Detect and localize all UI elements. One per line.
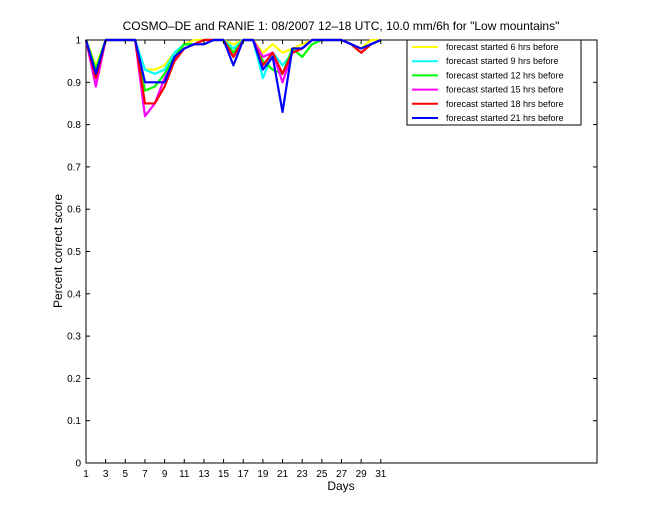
y-tick-label: 0 <box>75 459 81 470</box>
x-tick-label: 19 <box>257 469 269 480</box>
legend-label-2: forecast started 12 hrs before <box>446 70 564 80</box>
x-tick-label: 3 <box>103 469 109 480</box>
x-tick-label: 21 <box>277 469 289 480</box>
x-axis-label: Days <box>327 479 354 493</box>
x-tick-label: 1 <box>83 469 89 480</box>
x-tick-label: 23 <box>297 469 309 480</box>
x-tick-label: 9 <box>162 469 168 480</box>
y-tick-label: 0.6 <box>67 205 81 216</box>
x-tick-label: 25 <box>316 469 328 480</box>
y-tick-label: 0.2 <box>67 374 81 385</box>
legend-label-0: forecast started 6 hrs before <box>446 42 559 52</box>
x-tick-label: 5 <box>123 469 129 480</box>
y-tick-label: 0.1 <box>67 416 81 427</box>
series-line-5 <box>84 38 382 114</box>
x-tick-label: 13 <box>198 469 210 480</box>
y-tick-label: 0.9 <box>67 78 81 89</box>
x-tick-label: 29 <box>356 469 368 480</box>
y-tick-label: 0.7 <box>67 162 81 173</box>
x-tick-label: 11 <box>179 469 190 480</box>
chart-title: COSMO–DE and RANIE 1: 08/2007 12–18 UTC,… <box>123 19 560 33</box>
legend: forecast started 6 hrs before forecast st… <box>406 39 582 126</box>
x-tick-label: 31 <box>375 469 387 480</box>
y-tick-label: 0.4 <box>67 289 81 300</box>
legend-label-1: forecast started 9 hrs before <box>446 56 559 66</box>
x-tick-label: 27 <box>336 469 348 480</box>
ticks-layer: 1 3 5 7 9 11 13 15 17 19 21 23 25 27 29 3100.10.20.30.4… <box>67 36 597 480</box>
x-tick-label: 15 <box>218 469 230 480</box>
legend-label-5: forecast started 21 hrs before <box>446 113 564 123</box>
x-tick-label: 7 <box>142 469 148 480</box>
legend-label-4: forecast started 18 hrs before <box>446 99 564 109</box>
y-tick-label: 0.3 <box>67 332 81 343</box>
x-tick-label: 17 <box>238 469 250 480</box>
y-axis-label: Percent correct score <box>51 194 65 308</box>
y-tick-label: 1 <box>75 36 81 47</box>
y-tick-label: 0.8 <box>67 120 81 131</box>
y-tick-label: 0.5 <box>67 247 81 258</box>
legend-label-3: forecast started 15 hrs before <box>446 85 564 95</box>
legend-box <box>406 39 582 126</box>
series-layer <box>84 38 382 118</box>
